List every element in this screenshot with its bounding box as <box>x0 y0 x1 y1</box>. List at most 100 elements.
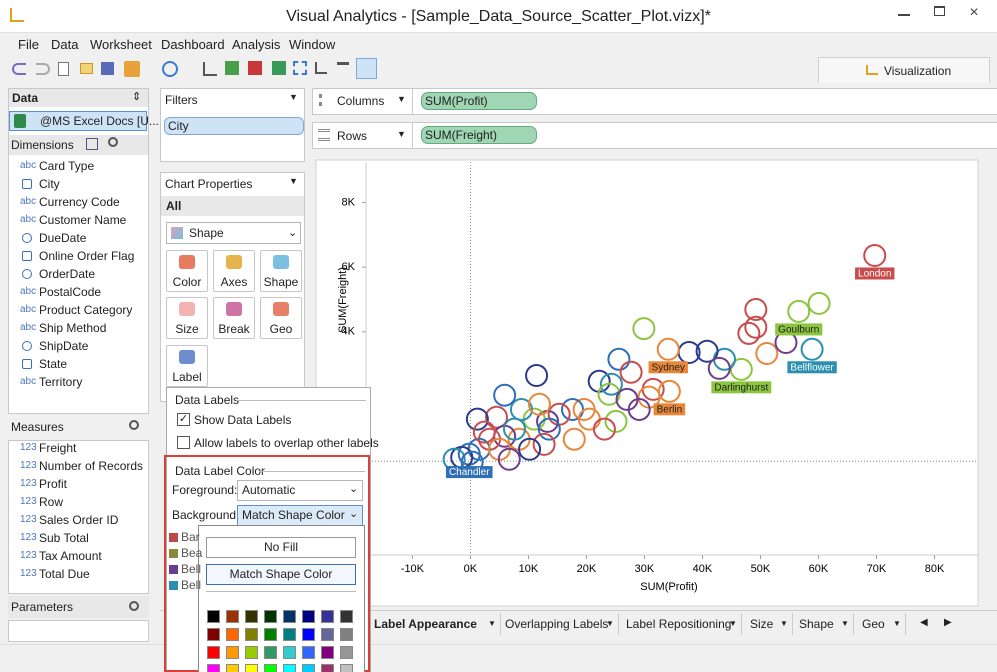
menu-item[interactable]: Dashboard <box>161 37 225 52</box>
foreground-select[interactable] <box>237 480 363 501</box>
palette-swatch[interactable] <box>207 646 220 659</box>
sort-desc-icon[interactable] <box>337 62 349 74</box>
palette-swatch[interactable] <box>207 664 220 672</box>
tool-icon[interactable] <box>124 61 140 77</box>
search-icon[interactable] <box>108 137 118 147</box>
sheet-tab[interactable]: Label Repositioning <box>626 617 732 631</box>
field-name[interactable]: DueDate <box>39 231 87 245</box>
field-name[interactable]: Customer Name <box>39 213 127 227</box>
search-icon[interactable] <box>129 601 139 611</box>
palette-swatch[interactable] <box>245 610 258 623</box>
filter-pill[interactable] <box>164 117 304 135</box>
field-name[interactable]: Tax Amount <box>39 549 102 563</box>
mark-type-select[interactable] <box>166 222 301 244</box>
field-name[interactable]: Freight <box>39 441 77 455</box>
field-name[interactable]: Row <box>39 495 64 509</box>
minimize-button[interactable] <box>898 14 910 16</box>
menu-item[interactable]: File <box>18 37 39 52</box>
save-icon[interactable] <box>101 62 114 75</box>
field-name[interactable]: Profit <box>39 477 68 491</box>
palette-swatch[interactable] <box>226 628 239 641</box>
palette-swatch[interactable] <box>302 628 315 641</box>
palette-swatch[interactable] <box>283 664 296 672</box>
show-labels-checkbox[interactable]: ✓ <box>177 413 190 426</box>
field-name[interactable]: Ship Method <box>39 321 107 335</box>
palette-swatch[interactable] <box>321 646 334 659</box>
maximize-button[interactable] <box>934 6 945 16</box>
palette-swatch[interactable] <box>264 664 277 672</box>
field-name[interactable]: Online Order Flag <box>39 249 135 263</box>
palette-swatch[interactable] <box>283 610 296 623</box>
field-name[interactable]: City <box>39 177 60 191</box>
palette-swatch[interactable] <box>321 628 334 641</box>
rows-pill[interactable] <box>421 126 537 144</box>
palette-swatch[interactable] <box>226 610 239 623</box>
palette-swatch[interactable] <box>340 628 353 641</box>
data-source[interactable] <box>9 111 147 131</box>
columns-pill[interactable] <box>421 92 537 110</box>
palette-swatch[interactable] <box>321 664 334 672</box>
data-menu-arrow[interactable]: ⇕ <box>132 91 142 103</box>
label-toggle[interactable] <box>356 58 377 79</box>
chart-properties-menu[interactable]: ▼ <box>289 176 298 186</box>
palette-swatch[interactable] <box>302 664 315 672</box>
tab-arrow[interactable]: ▼ <box>780 619 788 628</box>
palette-swatch[interactable] <box>340 664 353 672</box>
palette-swatch[interactable] <box>264 610 277 623</box>
rows-menu[interactable]: ▼ <box>397 129 406 139</box>
field-name[interactable]: Number of Records <box>39 459 144 473</box>
field-name[interactable]: Product Category <box>39 303 133 317</box>
palette-swatch[interactable] <box>302 646 315 659</box>
palette-swatch[interactable] <box>226 664 239 672</box>
tab-arrow[interactable]: ▼ <box>606 619 614 628</box>
tab-arrow[interactable]: ▼ <box>893 619 901 628</box>
field-name[interactable]: OrderDate <box>39 267 96 281</box>
field-name[interactable]: State <box>39 357 68 371</box>
visualization-tab[interactable] <box>818 57 990 83</box>
palette-swatch[interactable] <box>302 610 315 623</box>
tab-arrow[interactable]: ▼ <box>488 619 496 628</box>
field-name[interactable]: ShipDate <box>39 339 89 353</box>
sheet-tab[interactable]: Overlapping Labels <box>505 617 609 631</box>
new-icon[interactable] <box>58 62 69 76</box>
tab-arrow[interactable]: ▼ <box>729 619 737 628</box>
sheet-tab[interactable]: Geo <box>862 617 885 631</box>
columns-menu[interactable]: ▼ <box>397 94 406 104</box>
allow-overlap-checkbox[interactable] <box>177 436 190 449</box>
field-name[interactable]: Territory <box>39 375 83 389</box>
filters-menu[interactable]: ▼ <box>289 92 298 102</box>
add-icon[interactable] <box>225 61 239 75</box>
property-button[interactable] <box>260 297 302 339</box>
swap-icon[interactable] <box>272 61 286 75</box>
undo-icon[interactable] <box>12 63 26 75</box>
redo-icon[interactable] <box>36 63 50 75</box>
palette-swatch[interactable] <box>283 646 296 659</box>
field-name[interactable]: Sub Total <box>39 531 89 545</box>
field-name[interactable]: Sales Order ID <box>39 513 119 527</box>
palette-swatch[interactable] <box>245 646 258 659</box>
field-name[interactable]: PostalCode <box>39 285 102 299</box>
remove-icon[interactable] <box>248 61 262 75</box>
field-name[interactable]: Card Type <box>39 159 95 173</box>
palette-swatch[interactable] <box>340 646 353 659</box>
palette-swatch[interactable] <box>264 646 277 659</box>
palette-swatch[interactable] <box>283 628 296 641</box>
tab-prev[interactable]: ◀ <box>920 617 928 628</box>
palette-swatch[interactable] <box>321 610 334 623</box>
tab-arrow[interactable]: ▼ <box>841 619 849 628</box>
palette-swatch[interactable] <box>226 646 239 659</box>
sheet-tab[interactable]: Label Appearance <box>374 617 477 631</box>
palette-swatch[interactable] <box>245 664 258 672</box>
palette-swatch[interactable] <box>340 610 353 623</box>
menu-item[interactable]: Window <box>289 37 336 52</box>
field-name[interactable]: Total Due <box>39 567 90 581</box>
menu-item[interactable]: Worksheet <box>90 37 152 52</box>
palette-swatch[interactable] <box>207 610 220 623</box>
refresh-icon[interactable] <box>162 61 178 77</box>
chart-icon[interactable] <box>203 62 217 76</box>
table-view-icon[interactable] <box>86 138 98 150</box>
select-icon[interactable] <box>293 61 307 75</box>
palette-swatch[interactable] <box>207 628 220 641</box>
close-button[interactable]: × <box>969 4 979 21</box>
no-fill-button[interactable] <box>206 537 356 558</box>
